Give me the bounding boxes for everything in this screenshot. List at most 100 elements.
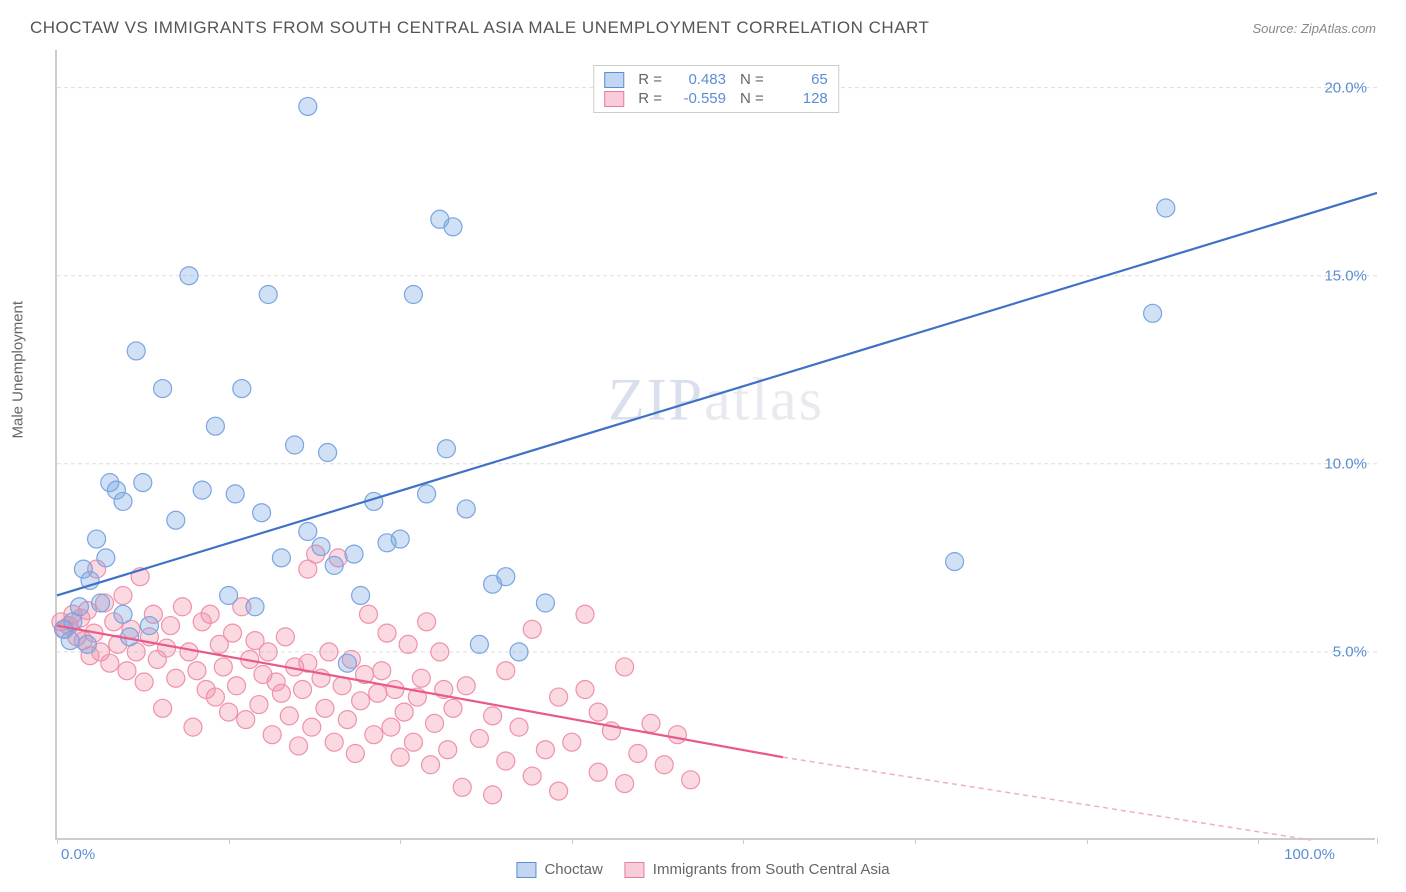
scatter-point-pink xyxy=(431,643,449,661)
scatter-point-blue xyxy=(404,286,422,304)
legend-item-blue: Choctaw xyxy=(516,861,602,878)
scatter-point-pink xyxy=(470,729,488,747)
scatter-point-pink xyxy=(378,624,396,642)
scatter-point-blue xyxy=(154,380,172,398)
scatter-point-blue xyxy=(246,598,264,616)
scatter-point-pink xyxy=(114,586,132,604)
n-label: N = xyxy=(740,90,764,107)
scatter-point-pink xyxy=(668,726,686,744)
scatter-point-pink xyxy=(510,718,528,736)
scatter-point-pink xyxy=(536,741,554,759)
scatter-point-pink xyxy=(589,703,607,721)
scatter-point-pink xyxy=(263,726,281,744)
scatter-point-pink xyxy=(497,752,515,770)
scatter-point-blue xyxy=(259,286,277,304)
x-tick xyxy=(915,838,916,844)
scatter-point-pink xyxy=(352,692,370,710)
scatter-point-pink xyxy=(523,767,541,785)
scatter-point-pink xyxy=(373,662,391,680)
scatter-point-blue xyxy=(233,380,251,398)
correlation-stats-box: R = 0.483 N = 65 R = -0.559 N = 128 xyxy=(593,65,839,113)
scatter-point-pink xyxy=(316,699,334,717)
scatter-point-pink xyxy=(616,775,634,793)
scatter-point-blue xyxy=(312,538,330,556)
scatter-point-blue xyxy=(325,556,343,574)
y-tick-label: 20.0% xyxy=(1324,79,1367,96)
legend-label-blue: Choctaw xyxy=(544,861,602,878)
scatter-point-blue xyxy=(299,97,317,115)
scatter-point-blue xyxy=(127,342,145,360)
scatter-point-blue xyxy=(92,594,110,612)
chart-container: ZIPatlas R = 0.483 N = 65 R = -0.559 N =… xyxy=(55,50,1375,850)
scatter-point-pink xyxy=(497,662,515,680)
scatter-point-blue xyxy=(272,549,290,567)
stats-row-blue: R = 0.483 N = 65 xyxy=(604,70,828,89)
scatter-point-blue xyxy=(78,635,96,653)
scatter-point-pink xyxy=(576,681,594,699)
chart-title: CHOCTAW VS IMMIGRANTS FROM SOUTH CENTRAL… xyxy=(30,18,929,38)
scatter-point-blue xyxy=(134,474,152,492)
scatter-point-blue xyxy=(946,553,964,571)
scatter-point-pink xyxy=(180,643,198,661)
scatter-point-pink xyxy=(457,677,475,695)
x-tick xyxy=(743,838,744,844)
scatter-point-blue xyxy=(418,485,436,503)
scatter-point-pink xyxy=(422,756,440,774)
trendline-pink-extrapolated xyxy=(783,757,1311,840)
scatter-point-blue xyxy=(220,586,238,604)
scatter-point-pink xyxy=(382,718,400,736)
scatter-point-blue xyxy=(1157,199,1175,217)
y-tick-label: 5.0% xyxy=(1333,643,1367,660)
scatter-point-pink xyxy=(576,605,594,623)
scatter-point-blue xyxy=(114,492,132,510)
scatter-point-pink xyxy=(201,605,219,623)
scatter-point-pink xyxy=(158,639,176,657)
plot-area: ZIPatlas R = 0.483 N = 65 R = -0.559 N =… xyxy=(55,50,1375,840)
scatter-point-pink xyxy=(550,688,568,706)
scatter-point-pink xyxy=(250,696,268,714)
scatter-point-pink xyxy=(523,620,541,638)
scatter-point-pink xyxy=(135,673,153,691)
y-axis-label: Male Unemployment xyxy=(10,301,27,439)
x-tick xyxy=(572,838,573,844)
scatter-point-blue xyxy=(253,504,271,522)
scatter-point-pink xyxy=(325,733,343,751)
scatter-point-pink xyxy=(206,688,224,706)
y-tick-label: 10.0% xyxy=(1324,455,1367,472)
scatter-point-blue xyxy=(319,444,337,462)
x-tick xyxy=(229,838,230,844)
x-tick xyxy=(1258,838,1259,844)
x-tick xyxy=(400,838,401,844)
n-value-blue: 65 xyxy=(778,71,828,88)
scatter-point-pink xyxy=(444,699,462,717)
scatter-point-pink xyxy=(439,741,457,759)
scatter-point-pink xyxy=(173,598,191,616)
scatter-point-pink xyxy=(259,643,277,661)
scatter-point-pink xyxy=(418,613,436,631)
scatter-point-blue xyxy=(193,481,211,499)
scatter-point-pink xyxy=(395,703,413,721)
scatter-point-pink xyxy=(453,778,471,796)
scatter-point-blue xyxy=(444,218,462,236)
scatter-point-blue xyxy=(299,523,317,541)
scatter-point-pink xyxy=(162,617,180,635)
scatter-point-pink xyxy=(320,643,338,661)
scatter-point-blue xyxy=(338,654,356,672)
r-value-blue: 0.483 xyxy=(676,71,726,88)
scatter-point-pink xyxy=(365,726,383,744)
scatter-point-pink xyxy=(228,677,246,695)
scatter-point-pink xyxy=(290,737,308,755)
scatter-point-pink xyxy=(412,669,430,687)
scatter-point-blue xyxy=(345,545,363,563)
r-value-pink: -0.559 xyxy=(676,90,726,107)
x-tick xyxy=(57,838,58,844)
scatter-point-pink xyxy=(280,707,298,725)
y-tick-label: 15.0% xyxy=(1324,267,1367,284)
scatter-point-blue xyxy=(536,594,554,612)
scatter-point-pink xyxy=(224,624,242,642)
x-axis-max-label: 100.0% xyxy=(1284,846,1335,863)
scatter-point-pink xyxy=(404,733,422,751)
scatter-point-blue xyxy=(114,605,132,623)
legend-item-pink: Immigrants from South Central Asia xyxy=(625,861,890,878)
scatter-point-pink xyxy=(338,711,356,729)
